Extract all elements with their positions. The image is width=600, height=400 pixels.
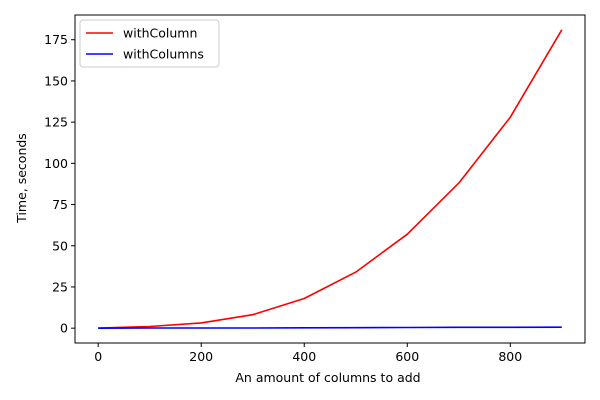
legend-label: withColumns bbox=[123, 47, 204, 62]
x-axis: 0 200 400 600 800 bbox=[94, 343, 522, 364]
y-tick-label: 75 bbox=[52, 197, 68, 212]
series-line-withColumn bbox=[98, 29, 563, 329]
x-tick-label: 600 bbox=[395, 349, 419, 364]
series-group bbox=[98, 29, 563, 330]
y-tick-label: 150 bbox=[44, 73, 68, 88]
legend-box bbox=[79, 19, 220, 68]
y-tick-label: 125 bbox=[44, 115, 68, 130]
plot-frame bbox=[74, 14, 586, 344]
x-tick-label: 800 bbox=[498, 349, 522, 364]
legend-label: withColumn bbox=[123, 26, 197, 41]
y-tick-label: 25 bbox=[52, 279, 68, 294]
y-tick-label: 50 bbox=[52, 238, 68, 253]
x-tick-label: 200 bbox=[189, 349, 213, 364]
x-tick-label: 0 bbox=[94, 349, 102, 364]
y-tick-label: 0 bbox=[60, 321, 68, 336]
legend: withColumn withColumns bbox=[79, 19, 220, 68]
series-line-withColumns bbox=[98, 326, 562, 330]
y-axis: 0 25 50 75 100 125 150 175 bbox=[44, 32, 75, 336]
plot-area bbox=[74, 14, 586, 344]
y-axis-label: Time, seconds bbox=[14, 133, 29, 224]
y-tick-label: 175 bbox=[44, 32, 68, 47]
x-tick-label: 400 bbox=[292, 349, 316, 364]
x-axis-label: An amount of columns to add bbox=[235, 370, 420, 385]
y-tick-label: 100 bbox=[44, 156, 68, 171]
